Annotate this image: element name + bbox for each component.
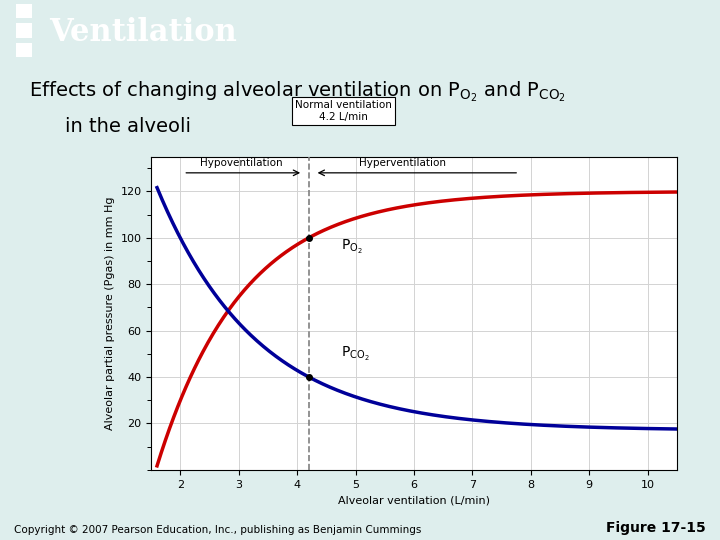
Text: Effects of changing alveolar ventilation on $\mathrm{P_{O_2}}$ and $\mathrm{P_{C: Effects of changing alveolar ventilation… xyxy=(29,79,566,104)
Text: $\mathrm{P_{CO_2}}$: $\mathrm{P_{CO_2}}$ xyxy=(341,345,369,363)
Text: Ventilation: Ventilation xyxy=(49,17,237,48)
Y-axis label: Alveolar partial pressure (Pgas) in mm Hg: Alveolar partial pressure (Pgas) in mm H… xyxy=(105,197,114,430)
FancyBboxPatch shape xyxy=(16,43,32,57)
Text: $\mathrm{P_{O_2}}$: $\mathrm{P_{O_2}}$ xyxy=(341,238,363,256)
Text: Hyperventilation: Hyperventilation xyxy=(359,158,446,168)
Text: Figure 17-15: Figure 17-15 xyxy=(606,521,706,535)
FancyBboxPatch shape xyxy=(16,4,32,18)
X-axis label: Alveolar ventilation (L/min): Alveolar ventilation (L/min) xyxy=(338,495,490,505)
Text: in the alveoli: in the alveoli xyxy=(65,117,191,137)
Text: Normal ventilation
4.2 L/min: Normal ventilation 4.2 L/min xyxy=(295,100,392,122)
FancyBboxPatch shape xyxy=(16,23,32,38)
Text: Copyright © 2007 Pearson Education, Inc., publishing as Benjamin Cummings: Copyright © 2007 Pearson Education, Inc.… xyxy=(14,524,422,535)
Text: Hypoventilation: Hypoventilation xyxy=(200,158,283,168)
